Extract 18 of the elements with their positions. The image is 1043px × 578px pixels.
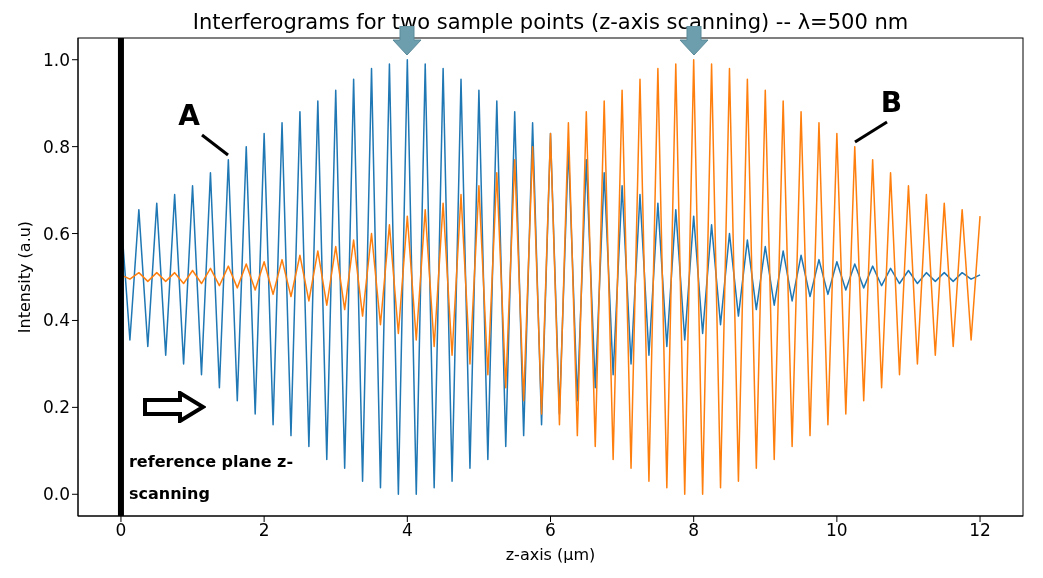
y-tick-label: 1.0 — [42, 49, 70, 70]
y-tick-label: 0.8 — [42, 136, 70, 157]
x-tick-label: 4 — [401, 520, 413, 541]
x-tick-label: 10 — [826, 520, 848, 541]
series-label: B — [880, 86, 903, 120]
x-axis-title: z-axis (μm) — [505, 545, 596, 564]
y-tick-label: 0.0 — [42, 484, 70, 505]
x-tick-label: 8 — [688, 520, 700, 541]
y-tick-label: 0.4 — [42, 310, 70, 331]
x-tick-label: 2 — [258, 520, 270, 541]
x-tick-label: 12 — [969, 520, 991, 541]
series-label: A — [178, 99, 200, 133]
y-tick-label: 0.6 — [42, 223, 70, 244]
x-tick-label: 6 — [545, 520, 556, 541]
ref-line-label: reference plane z-scanning — [128, 451, 295, 506]
y-tick-label: 0.2 — [42, 397, 70, 418]
y-axis-title: Intensity (a.u) — [14, 220, 34, 334]
x-tick-label: 0 — [115, 520, 127, 541]
